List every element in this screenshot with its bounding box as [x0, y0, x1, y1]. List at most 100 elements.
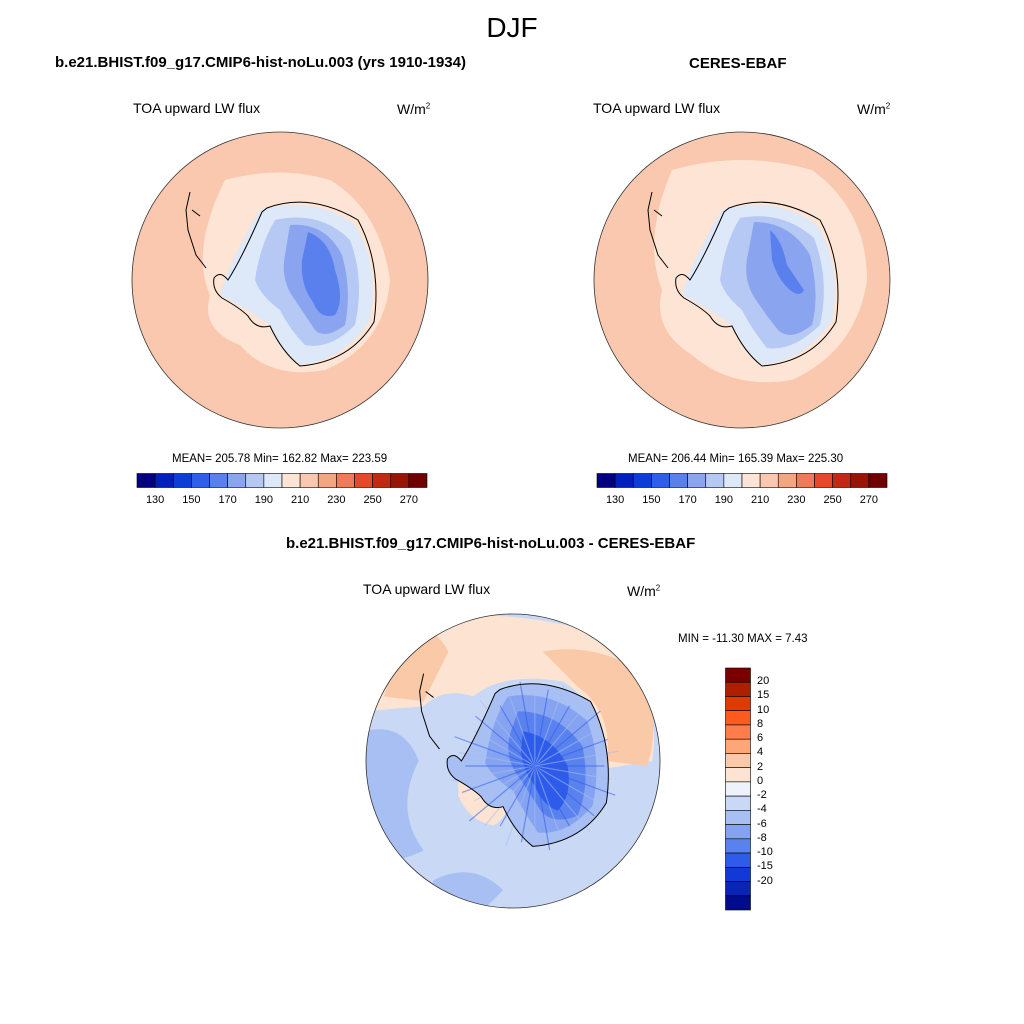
- colorbar-swatch: [725, 667, 751, 683]
- colorbar-swatch: [814, 473, 833, 488]
- colorbar-swatch: [868, 473, 888, 488]
- colorbar-swatch: [651, 473, 670, 488]
- colorbar-swatch: [725, 767, 751, 783]
- colorbar-swatch: [725, 781, 751, 797]
- colorbar-tick-label: 190: [254, 494, 274, 506]
- colorbar-tick-label: -15: [757, 860, 773, 873]
- colorbar-swatch: [172, 473, 192, 488]
- diff-streak: [450, 765, 535, 782]
- colorbar-swatch: [725, 824, 751, 840]
- diff-streak: [534, 765, 551, 851]
- colorbar-swatch: [154, 473, 174, 488]
- obs-antarctic-level-4: [770, 230, 804, 294]
- colorbar-swatch: [725, 696, 751, 712]
- colorbar-tick-label: -4: [757, 803, 767, 816]
- colorbar-tick-label: -2: [757, 789, 767, 802]
- diff-map-boundary: [365, 613, 661, 909]
- diff-streak: [534, 765, 595, 817]
- colorbar-swatch: [741, 473, 761, 488]
- main-title: DJF: [486, 12, 538, 43]
- model-antarctic-level-4: [301, 232, 340, 317]
- colorbar-tick-label: -6: [757, 817, 767, 830]
- diff-streak: [469, 765, 536, 822]
- diff-streak: [474, 730, 536, 767]
- colorbar-tick-label: 270: [399, 494, 419, 506]
- diff-streak: [484, 765, 536, 826]
- diff-peninsula-outline: [419, 673, 440, 750]
- diff-streak: [534, 765, 591, 832]
- diff-antarctic-level-4: [520, 731, 569, 811]
- colorbar-swatch: [281, 473, 301, 488]
- colorbar-swatch: [725, 724, 751, 740]
- colorbar-swatch: [227, 473, 247, 488]
- diff-streak: [534, 765, 616, 796]
- colorbar-tick-label: 150: [182, 494, 201, 506]
- colorbar-swatch: [725, 838, 751, 854]
- colorbar-swatch: [705, 473, 725, 488]
- colorbar-swatch: [725, 795, 751, 811]
- colorbar-tick-label: 170: [678, 494, 697, 506]
- colorbar-tick-label: 8: [757, 717, 764, 730]
- obs-map-boundary: [593, 131, 891, 429]
- diff-streak: [520, 765, 536, 843]
- diff-streak: [461, 765, 536, 794]
- diff-negative-region-1: [365, 706, 661, 909]
- colorbar-swatch: [317, 473, 337, 488]
- diff-negative-region-2: [365, 729, 504, 909]
- diff-streak: [534, 706, 586, 767]
- diff-colorbar: [725, 667, 751, 911]
- diff-streak: [454, 736, 536, 767]
- colorbar-swatch: [632, 473, 652, 488]
- colorbar-tick-label: 230: [327, 494, 346, 506]
- colorbar-tick-label: 130: [605, 494, 625, 506]
- colorbar-swatch: [669, 473, 688, 488]
- colorbar-swatch: [796, 473, 815, 488]
- colorbar-tick-label: 150: [642, 494, 661, 506]
- diff-positive-region-2: [383, 629, 654, 766]
- colorbar-swatch: [354, 473, 373, 488]
- model-antarctica-coastline: [213, 201, 377, 367]
- colorbar-tick-label: 230: [787, 494, 806, 506]
- colorbar-tick-label: 0: [757, 774, 764, 787]
- colorbar-swatch: [390, 473, 410, 488]
- obs-colorbar: [596, 473, 888, 488]
- diff-streak: [499, 765, 536, 827]
- diff-radial-streaks: [450, 681, 620, 851]
- diff-streak: [475, 715, 536, 767]
- diff-stats: MIN = -11.30 MAX = 7.43: [678, 633, 808, 645]
- colorbar-tick-label: 170: [218, 494, 237, 506]
- colorbar-swatch: [372, 473, 392, 488]
- obs-antarctica-coastline: [675, 201, 839, 367]
- diff-streak: [505, 765, 536, 847]
- model-stats: MEAN= 205.78 Min= 162.82 Max= 223.59: [172, 453, 388, 465]
- colorbar-swatch: [191, 473, 210, 488]
- colorbar-swatch: [777, 473, 797, 488]
- diff-variable-label: TOA upward LW flux: [363, 581, 491, 597]
- colorbar-swatch: [687, 473, 707, 488]
- diff-panel-title: b.e21.BHIST.f09_g17.CMIP6-hist-noLu.003 …: [286, 535, 696, 552]
- colorbar-swatch: [245, 473, 265, 488]
- model-polar-map: [131, 131, 429, 429]
- colorbar-swatch: [614, 473, 634, 488]
- diff-streak: [479, 700, 536, 767]
- diff-antarctica-coastline: [446, 683, 609, 847]
- colorbar-swatch: [725, 753, 751, 768]
- diff-streak: [534, 705, 571, 767]
- diff-streak: [458, 751, 535, 767]
- diff-streak: [499, 705, 536, 767]
- colorbar-tick-label: 6: [757, 732, 764, 745]
- diff-streak: [534, 689, 549, 767]
- colorbar-tick-label: 270: [859, 494, 879, 506]
- colorbar-tick-label: 210: [750, 494, 770, 506]
- colorbar-swatch: [725, 681, 751, 697]
- colorbar-tick-label: -10: [757, 846, 773, 859]
- diff-streak: [534, 765, 562, 839]
- colorbar-swatch: [136, 473, 156, 488]
- diff-streak: [507, 692, 536, 767]
- colorbar-swatch: [725, 710, 751, 726]
- colorbar-tick-label: 10: [757, 703, 770, 716]
- diff-polar-map: [365, 613, 661, 909]
- obs-variable-label: TOA upward LW flux: [593, 100, 721, 116]
- colorbar-tick-label: 4: [757, 746, 764, 759]
- diff-units-label: W/m2: [627, 583, 661, 599]
